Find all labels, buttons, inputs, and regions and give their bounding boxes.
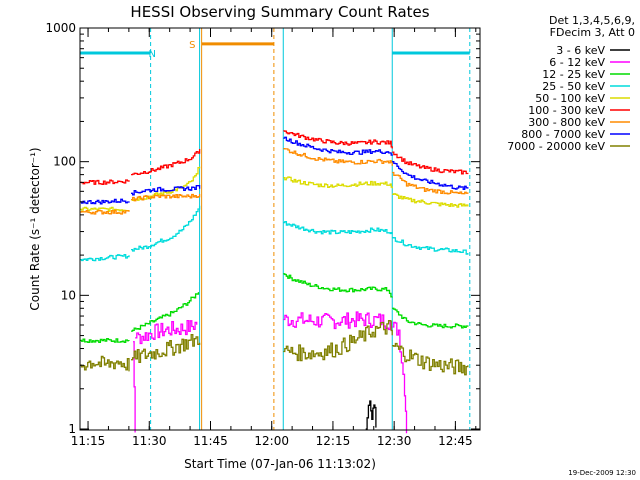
series-line-100-300-kev: [131, 149, 201, 176]
series-line-12-25-kev: [80, 338, 130, 344]
series-line-25-50-kev: [392, 237, 469, 255]
legend-entry-label: 7000 - 20000 keV: [507, 140, 605, 153]
series-line-7000-20000-kev: [283, 320, 393, 362]
y-axis-label: Count Rate (s⁻¹ detector⁻¹): [28, 147, 42, 310]
series-line-7000-20000-kev: [392, 342, 469, 376]
series-line-300-800-kev: [283, 148, 393, 166]
series-line-12-25-kev: [131, 292, 200, 332]
x-tick-label: 12:00: [254, 434, 289, 448]
series-line-300-800-kev: [80, 209, 130, 215]
series-line-100-300-kev: [283, 130, 393, 149]
series-line-25-50-kev: [283, 220, 393, 235]
series-line-50-100-kev: [283, 176, 393, 189]
x-tick-label: 11:30: [132, 434, 167, 448]
series-line-6-12-kev: [135, 319, 198, 345]
series-line-800-7000-kev: [392, 161, 469, 190]
series-line-12-25-kev: [392, 307, 469, 329]
legend-header-line: Det 1,3,4,5,6,9,: [549, 14, 635, 27]
legend: Det 1,3,4,5,6,9,FDecim 3, Att 0 3 - 6 keV…: [507, 14, 635, 153]
series-line-7000-20000-kev: [80, 355, 130, 372]
series-line-300-800-kev: [392, 171, 469, 195]
flag-label-s: S: [189, 40, 195, 51]
y-tick-label: 100: [53, 155, 76, 169]
series-line-12-25-kev: [283, 273, 393, 298]
y-tick-label: 10: [61, 288, 76, 302]
series-line-100-300-kev: [392, 151, 469, 175]
x-tick-label: 12:45: [438, 434, 473, 448]
x-tick-label: 11:45: [193, 434, 228, 448]
series-line-800-7000-kev: [80, 198, 130, 205]
generation-timestamp: 19-Dec-2009 12:30: [568, 469, 636, 477]
series-line-800-7000-kev: [283, 136, 393, 156]
flag-label-n: N: [149, 49, 156, 60]
x-tick-label: 12:15: [316, 434, 351, 448]
series-line-50-100-kev: [392, 193, 469, 208]
series-line-6-12-kev: [283, 311, 391, 331]
legend-entry-label: 50 - 100 keV: [535, 92, 605, 105]
legend-entry-label: 100 - 300 keV: [528, 104, 605, 117]
legend-entry-label: 300 - 800 keV: [528, 116, 605, 129]
legend-entry-label: 25 - 50 keV: [542, 80, 605, 93]
legend-entry-label: 12 - 25 keV: [542, 68, 605, 81]
series-line-800-7000-kev: [131, 185, 201, 196]
x-axis-label: Start Time (07-Jan-06 11:13:02): [184, 457, 376, 471]
legend-entry-label: 3 - 6 keV: [556, 44, 605, 57]
legend-entry-label: 800 - 7000 keV: [521, 128, 605, 141]
series-line-6-12-kev: [133, 341, 136, 433]
series-line-25-50-kev: [80, 253, 130, 262]
y-tick-label: 1000: [45, 21, 76, 35]
plot-frame: [79, 27, 481, 431]
series-line-300-800-kev: [131, 193, 201, 202]
series-line-7000-20000-kev: [131, 333, 201, 364]
y-tick-label: 1: [68, 422, 76, 436]
series-line-100-300-kev: [80, 179, 130, 185]
chart-title: HESSI Observing Summary Count Rates: [130, 3, 429, 21]
series-line-6-12-kev: [392, 321, 408, 434]
legend-header-line: FDecim 3, Att 0: [550, 26, 635, 39]
x-tick-label: 11:15: [71, 434, 106, 448]
series-line-3-6-kev: [365, 400, 377, 430]
series-line-25-50-kev: [131, 205, 201, 252]
legend-entry-label: 6 - 12 keV: [549, 56, 605, 69]
x-tick-label: 12:30: [377, 434, 412, 448]
